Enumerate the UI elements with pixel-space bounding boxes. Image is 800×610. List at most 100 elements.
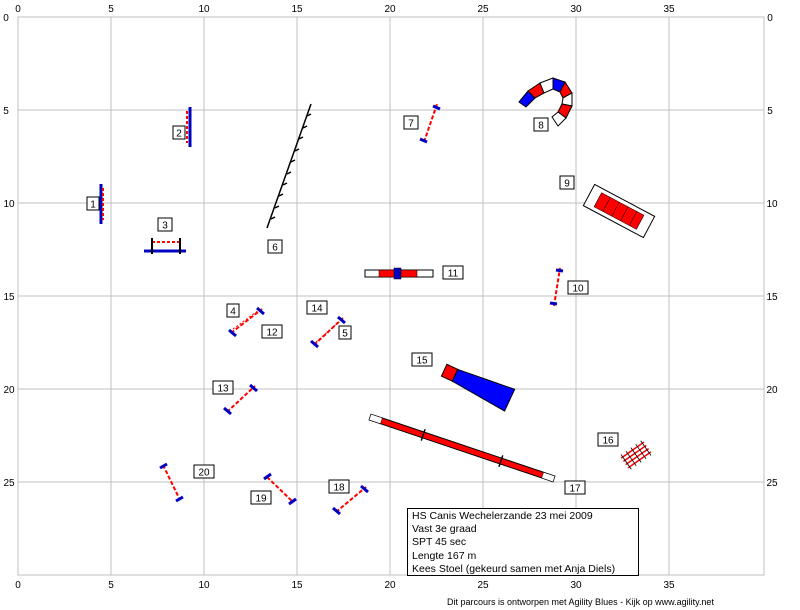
x-tick: 15 [291,580,303,591]
obstacle-label-15: 15 [411,352,433,367]
jump-19 [263,472,297,506]
y-tick: 10 [3,199,15,210]
jump-14 [315,320,341,343]
jump-2 [186,107,192,147]
jump-20 [159,462,184,503]
x-tick: 30 [570,4,582,15]
jump-18 [332,484,369,516]
x-tick: 20 [384,4,396,15]
jump-3 [144,238,186,254]
obstacle-label-1: 1 [86,196,100,211]
svg-text:5: 5 [342,329,348,340]
obstacle-label-9: 9 [559,175,575,190]
svg-text:13: 13 [217,384,229,395]
svg-text:4: 4 [230,307,236,318]
obstacle-label-3: 3 [157,217,173,232]
jump-10 [549,267,564,307]
obstacle-label-17: 17 [564,480,586,495]
obstacle-label-5: 5 [338,325,352,340]
svg-text:8: 8 [538,121,544,132]
obstacle-label-20: 20 [193,464,215,479]
y-tick: 5 [767,106,773,117]
y-tick: 15 [766,292,778,303]
svg-text:11: 11 [448,269,459,280]
svg-text:12: 12 [266,328,278,339]
info-club-date: HS Canis Wechelerzande 23 mei 2009 [412,510,593,522]
svg-text:15: 15 [416,356,428,367]
jump-13 [223,383,258,416]
obstacle-label-2: 2 [172,125,186,140]
svg-text:16: 16 [602,436,614,447]
y-tick: 25 [3,478,15,489]
obstacle-label-12: 12 [261,324,283,339]
svg-text:20: 20 [198,468,210,479]
x-axis-bottom: 0 5 10 15 20 25 30 35 [15,580,675,591]
info-spt: SPT 45 sec [412,536,467,549]
x-tick: 15 [291,4,303,15]
info-class: Vast 3e graad [412,523,477,536]
x-tick: 25 [477,580,489,591]
x-tick: 0 [15,580,21,591]
obstacle-label-16: 16 [597,432,619,447]
svg-text:1: 1 [90,200,96,211]
svg-text:2: 2 [176,129,182,140]
y-tick: 0 [3,13,9,24]
x-tick: 30 [570,580,582,591]
svg-text:14: 14 [311,304,323,315]
footer-credit: Dit parcours is ontworpen met Agility Bl… [447,597,714,607]
svg-text:19: 19 [255,494,267,505]
x-axis-top: 0 5 10 15 20 25 30 35 [15,4,675,15]
x-tick: 25 [477,4,489,15]
info-judge: Kees Stoel (gekeurd samen met Anja Diels… [412,562,616,575]
y-tick: 15 [3,292,15,303]
x-tick: 0 [15,4,21,15]
y-tick: 20 [766,385,778,396]
obstacle-label-11: 11 [442,265,464,280]
jump-12 [232,309,260,330]
obstacle-label-14: 14 [306,300,328,315]
obstacle-label-4: 4 [226,303,240,318]
jump-4 [228,306,265,338]
y-tick: 10 [766,199,778,210]
svg-text:10: 10 [572,284,584,295]
y-axis-left: 0 5 10 15 20 25 [3,13,15,489]
tire-16 [620,440,652,470]
jump-7 [419,103,441,144]
svg-text:6: 6 [272,243,278,254]
x-tick: 10 [198,4,210,15]
obstacle-label-18: 18 [328,479,350,494]
jump-1 [99,184,104,224]
x-tick: 5 [108,580,114,591]
svg-text:3: 3 [162,221,168,232]
table-9 [582,183,656,239]
obstacle-label-10: 10 [567,280,589,295]
svg-text:18: 18 [333,483,345,494]
course-info-box: HS Canis Wechelerzande 23 mei 2009 Vast … [407,508,639,576]
y-tick: 20 [3,385,15,396]
obstacle-label-19: 19 [250,490,272,505]
svg-text:9: 9 [564,179,570,190]
tunnel-8 [518,77,573,127]
x-tick: 10 [198,580,210,591]
y-axis-right: 0 5 10 15 20 25 [766,13,778,489]
x-tick: 5 [108,4,114,15]
course-grid [17,16,765,576]
obstacle-label-13: 13 [212,380,234,395]
svg-text:7: 7 [408,119,414,130]
x-tick: 20 [384,580,396,591]
dog-walk-17 [368,413,556,483]
x-tick: 35 [663,580,675,591]
info-length: Lengte 167 m [412,549,477,562]
seesaw-11 [364,267,434,280]
svg-text:17: 17 [569,484,581,495]
y-tick: 25 [766,478,778,489]
obstacle-label-6: 6 [267,239,283,254]
x-tick: 35 [663,4,675,15]
obstacle-label-7: 7 [403,115,419,130]
y-tick: 5 [3,106,9,117]
weave-poles-6 [266,103,312,229]
obstacle-label-8: 8 [533,117,549,132]
chute-15 [440,363,516,412]
y-tick: 0 [767,13,773,24]
